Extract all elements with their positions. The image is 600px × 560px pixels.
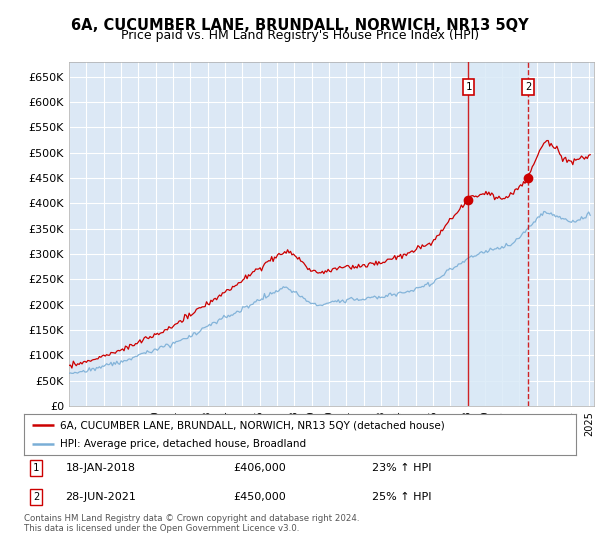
Text: £450,000: £450,000 (234, 492, 287, 502)
Text: 23% ↑ HPI: 23% ↑ HPI (372, 463, 431, 473)
Text: HPI: Average price, detached house, Broadland: HPI: Average price, detached house, Broa… (60, 439, 306, 449)
Text: 1: 1 (33, 463, 39, 473)
Text: Contains HM Land Registry data © Crown copyright and database right 2024.
This d: Contains HM Land Registry data © Crown c… (24, 514, 359, 534)
Text: 1: 1 (465, 82, 472, 92)
Text: 28-JUN-2021: 28-JUN-2021 (65, 492, 136, 502)
Text: 6A, CUCUMBER LANE, BRUNDALL, NORWICH, NR13 5QY: 6A, CUCUMBER LANE, BRUNDALL, NORWICH, NR… (71, 18, 529, 33)
Text: £406,000: £406,000 (234, 463, 287, 473)
Text: 25% ↑ HPI: 25% ↑ HPI (372, 492, 431, 502)
Text: 2: 2 (525, 82, 531, 92)
Text: 18-JAN-2018: 18-JAN-2018 (65, 463, 136, 473)
Text: Price paid vs. HM Land Registry's House Price Index (HPI): Price paid vs. HM Land Registry's House … (121, 29, 479, 42)
Text: 6A, CUCUMBER LANE, BRUNDALL, NORWICH, NR13 5QY (detached house): 6A, CUCUMBER LANE, BRUNDALL, NORWICH, NR… (60, 421, 445, 430)
Text: 2: 2 (33, 492, 39, 502)
Bar (469, 62, 528, 406)
